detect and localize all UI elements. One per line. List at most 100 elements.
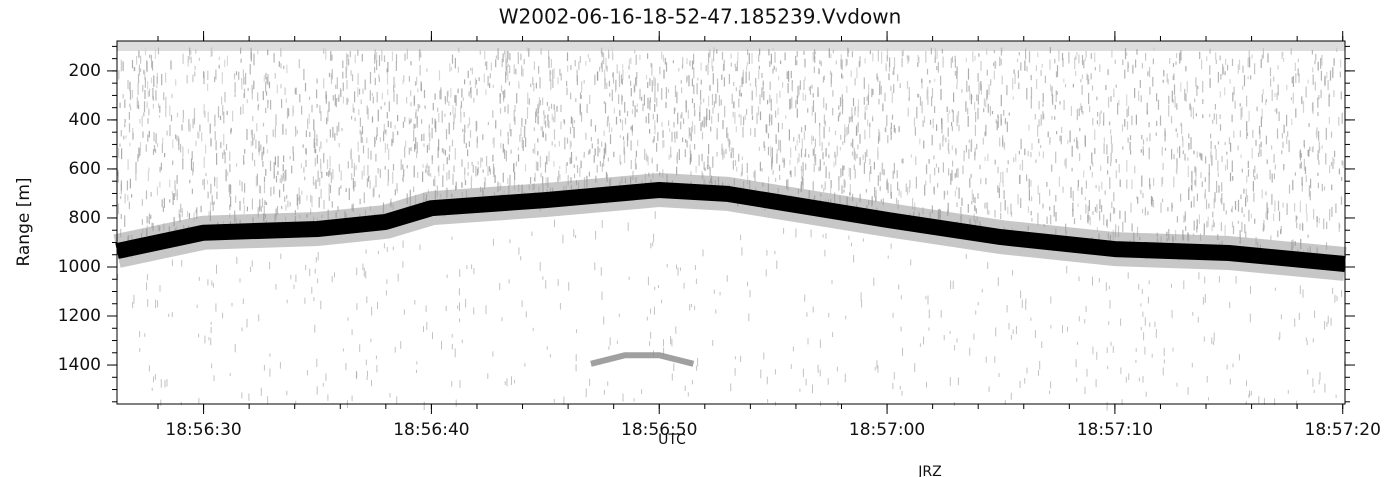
speckle — [328, 183, 330, 195]
speckle — [986, 48, 988, 55]
speckle — [925, 165, 927, 172]
speckle — [608, 53, 610, 59]
speckle — [631, 125, 633, 132]
speckle — [416, 151, 418, 159]
speckle — [530, 83, 532, 88]
speckle — [775, 139, 777, 144]
speckle — [686, 140, 688, 148]
speckle — [366, 296, 368, 303]
speckle — [612, 72, 615, 84]
speckle — [557, 279, 559, 286]
speckle — [838, 176, 840, 180]
speckle — [454, 57, 456, 69]
speckle — [607, 115, 609, 122]
speckle — [727, 133, 729, 141]
speckle — [794, 166, 796, 177]
speckle — [1111, 50, 1113, 58]
speckle — [694, 109, 696, 117]
speckle — [741, 156, 743, 160]
speckle — [1000, 172, 1002, 183]
speckle — [1105, 85, 1107, 91]
speckle — [1101, 181, 1103, 190]
speckle — [708, 144, 710, 155]
speckle — [712, 156, 714, 168]
speckle — [576, 329, 577, 333]
speckle — [836, 145, 838, 157]
speckle — [873, 161, 875, 170]
speckle — [842, 165, 844, 176]
speckle — [336, 77, 338, 90]
speckle — [902, 158, 904, 164]
speckle — [729, 146, 731, 152]
speckle — [1171, 310, 1173, 319]
speckle — [656, 142, 658, 152]
speckle — [316, 358, 318, 367]
speckle — [667, 88, 670, 93]
speckle — [506, 66, 508, 71]
speckle — [191, 188, 193, 194]
speckle — [330, 73, 333, 84]
speckle — [821, 184, 823, 188]
speckle — [566, 87, 568, 96]
speckle — [948, 109, 950, 114]
speckle — [931, 87, 934, 98]
speckle — [444, 150, 446, 156]
speckle — [1134, 88, 1136, 98]
speckle — [1175, 128, 1177, 132]
speckle — [849, 168, 851, 180]
speckle — [260, 144, 262, 151]
speckle — [997, 166, 999, 174]
speckle — [1018, 52, 1020, 56]
speckle — [1056, 65, 1059, 77]
speckle — [467, 162, 469, 170]
y-tick-label: 1000 — [58, 257, 101, 277]
speckle — [328, 72, 331, 78]
speckle — [160, 379, 162, 388]
speckle — [657, 83, 659, 92]
speckle — [1077, 179, 1079, 188]
speckle — [999, 137, 1001, 147]
speckle — [936, 50, 938, 60]
speckle — [566, 52, 569, 62]
speckle — [843, 165, 845, 170]
speckle — [1298, 312, 1300, 321]
speckle — [728, 74, 730, 84]
speckle — [239, 179, 241, 186]
speckle — [1220, 198, 1222, 203]
speckle — [518, 84, 520, 89]
speckle — [1110, 152, 1112, 163]
speckle — [314, 268, 316, 274]
speckle — [404, 116, 406, 123]
speckle — [913, 117, 916, 127]
speckle — [1300, 153, 1302, 158]
speckle — [489, 73, 491, 79]
speckle — [1303, 139, 1305, 147]
speckle — [703, 161, 705, 170]
speckle — [1142, 311, 1144, 318]
speckle — [654, 125, 656, 135]
speckle — [1040, 114, 1042, 126]
speckle — [818, 166, 820, 172]
speckle — [357, 73, 359, 85]
speckle — [1206, 221, 1208, 228]
speckle — [1095, 379, 1097, 388]
speckle — [726, 275, 728, 282]
speckle — [378, 55, 381, 67]
speckle — [864, 129, 866, 140]
speckle — [392, 131, 394, 144]
speckle — [144, 77, 146, 88]
speckle — [817, 364, 819, 373]
speckle — [805, 148, 807, 158]
speckle — [975, 111, 977, 123]
speckle — [880, 85, 882, 95]
speckle — [961, 89, 963, 93]
speckle — [425, 169, 427, 173]
speckle — [732, 161, 734, 170]
speckle — [376, 60, 378, 71]
speckle — [471, 67, 473, 75]
speckle — [603, 101, 605, 105]
speckle — [292, 146, 294, 154]
speckle — [521, 136, 523, 148]
speckle — [243, 204, 245, 214]
speckle — [1281, 150, 1283, 155]
